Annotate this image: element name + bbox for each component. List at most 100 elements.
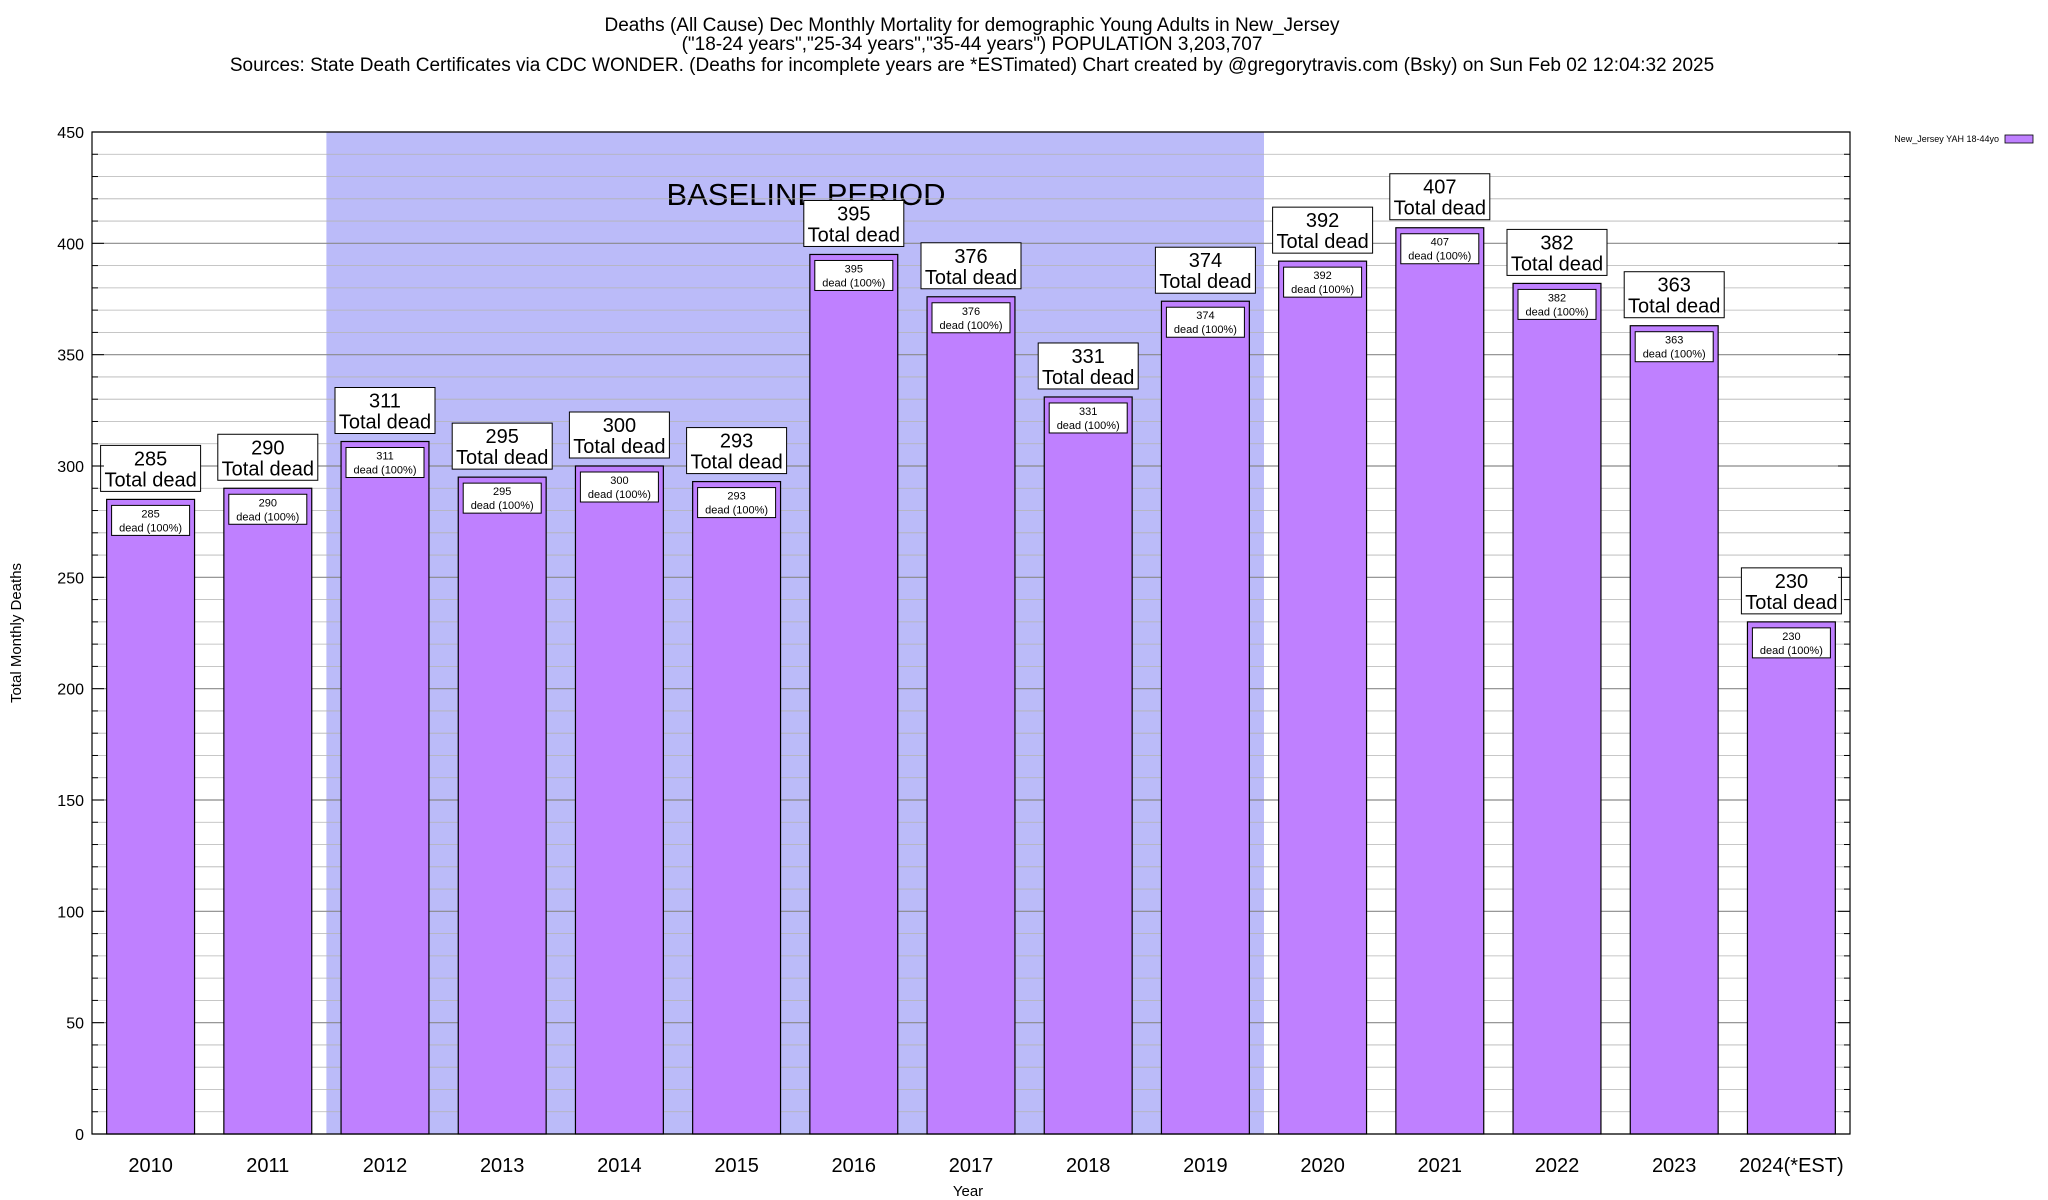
bar	[340, 440, 430, 1135]
bar-total-label-box	[217, 433, 319, 481]
y-tick-label: 150	[57, 793, 84, 810]
bar-inner-label: dead (100%)	[1291, 284, 1354, 296]
bar	[1395, 227, 1485, 1135]
bar-inner-label: dead (100%)	[705, 505, 768, 517]
bar	[574, 465, 664, 1135]
title-line: ("18-24 years","25-34 years","35-44 year…	[682, 34, 1263, 55]
bar-total-value: 230	[1775, 571, 1808, 593]
bar-inner-label-box	[345, 447, 425, 479]
chart-title: Deaths (All Cause) Dec Monthly Mortality…	[230, 15, 1714, 76]
y-tick-label: 0	[75, 1127, 84, 1144]
bar-total-label-box	[1389, 173, 1491, 221]
x-tick-label: 2011	[246, 1155, 289, 1177]
bar-inner-label-box	[1634, 331, 1714, 363]
y-tick-label: 400	[57, 236, 84, 253]
x-tick-label: 2021	[1418, 1155, 1463, 1177]
bar-total-label-box	[1272, 206, 1374, 254]
bar-total-label: Total dead	[690, 452, 782, 474]
bar-total-label: Total dead	[456, 447, 548, 469]
bar-total-label: Total dead	[1042, 367, 1134, 389]
bar	[692, 480, 782, 1135]
y-tick-label: 300	[57, 459, 84, 476]
bar-inner-label-box	[1165, 306, 1245, 338]
bar-inner-value: 382	[1548, 292, 1566, 304]
x-tick-label: 2018	[1066, 1155, 1111, 1177]
bar-inner-label-box	[1048, 402, 1128, 434]
bar	[1746, 621, 1836, 1135]
title-line: Sources: State Death Certificates via CD…	[230, 55, 1714, 76]
y-axis-label: Total Monthly Deaths	[8, 563, 25, 703]
plot-frame	[91, 131, 1851, 1135]
y-tick-label: 250	[57, 570, 84, 587]
bar-total-label-box	[803, 199, 905, 247]
x-tick-label: 2012	[363, 1155, 408, 1177]
bar-total-label: Total dead	[339, 412, 431, 434]
bar-total-label-box	[920, 242, 1022, 290]
bar-total-label: Total dead	[222, 458, 314, 480]
bar-inner-label-box	[462, 482, 542, 514]
bar-inner-value: 395	[845, 263, 863, 275]
bar-total-value: 331	[1072, 346, 1105, 368]
bar	[1043, 396, 1133, 1135]
bar-total-label-box	[1740, 567, 1842, 615]
bar-total-label: Total dead	[104, 469, 196, 491]
bar-inner-value: 293	[727, 491, 745, 503]
bar-total-value: 285	[134, 448, 167, 470]
bar	[809, 253, 899, 1135]
bar-total-value: 295	[486, 426, 519, 448]
bar-inner-label: dead (100%)	[822, 277, 885, 289]
bar-total-label: Total dead	[1276, 231, 1368, 253]
bar	[457, 476, 547, 1135]
bar-total-label: Total dead	[1159, 271, 1251, 293]
bar-inner-value: 363	[1665, 335, 1683, 347]
bar-inner-value: 290	[259, 497, 277, 509]
bar-inner-label-box	[579, 471, 659, 503]
bar-inner-value: 311	[376, 451, 394, 463]
x-tick-label: 2015	[714, 1155, 759, 1177]
bar-inner-label-box	[814, 259, 894, 291]
bar-total-value: 407	[1423, 177, 1456, 199]
axes: 0 50 100 150 200 250 300 350 400 450 2010 2011 2012 2…	[8, 125, 1851, 1200]
bar-inner-value: 407	[1431, 237, 1449, 249]
title-line: Deaths (All Cause) Dec Monthly Mortality…	[604, 15, 1340, 36]
bar-total-value: 395	[837, 203, 870, 225]
x-tick-label: 2016	[832, 1155, 877, 1177]
bar-total-label-box	[1037, 342, 1139, 390]
bar-inner-label-box	[228, 493, 308, 525]
bar-inner-label: dead (100%)	[1643, 349, 1706, 361]
bar-inner-value: 300	[610, 475, 628, 487]
bar-inner-value: 295	[493, 486, 511, 498]
bar-total-value: 374	[1189, 250, 1222, 272]
bar-inner-label-box	[1751, 627, 1831, 659]
bar-inner-label: dead (100%)	[119, 522, 182, 534]
bar-inner-label: dead (100%)	[471, 500, 534, 512]
bar-total-label: Total dead	[573, 436, 665, 458]
bar-total-value: 293	[720, 431, 753, 453]
bar-total-label-box	[1623, 271, 1725, 319]
x-tick-label: 2023	[1652, 1155, 1697, 1177]
bar-total-value: 376	[954, 246, 987, 268]
bar-total-value: 382	[1540, 232, 1573, 254]
bar-total-label: Total dead	[925, 267, 1017, 289]
bar-inner-label-box	[1400, 233, 1480, 265]
bar-total-label-box	[334, 387, 436, 435]
bar-total-label-box	[686, 427, 788, 475]
bar-inner-label-box	[697, 487, 777, 519]
bar-total-label-box	[568, 411, 670, 459]
bar-total-label: Total dead	[1745, 592, 1837, 614]
y-tick-label: 200	[57, 682, 84, 699]
x-tick-label: 2022	[1535, 1155, 1580, 1177]
bar-total-label: Total dead	[1394, 198, 1486, 220]
bar-inner-label-box	[1283, 266, 1363, 298]
x-axis-label: Year	[953, 1183, 983, 1200]
x-tick-label: 2020	[1300, 1155, 1345, 1177]
bar	[926, 296, 1016, 1135]
bar-total-value: 290	[251, 437, 284, 459]
x-tick-label: 2013	[480, 1155, 525, 1177]
y-tick-label: 450	[57, 125, 84, 142]
legend: New_Jersey YAH 18-44yo	[1894, 134, 2034, 144]
bar-inner-label-box	[111, 504, 191, 536]
bar-inner-label: dead (100%)	[940, 320, 1003, 332]
